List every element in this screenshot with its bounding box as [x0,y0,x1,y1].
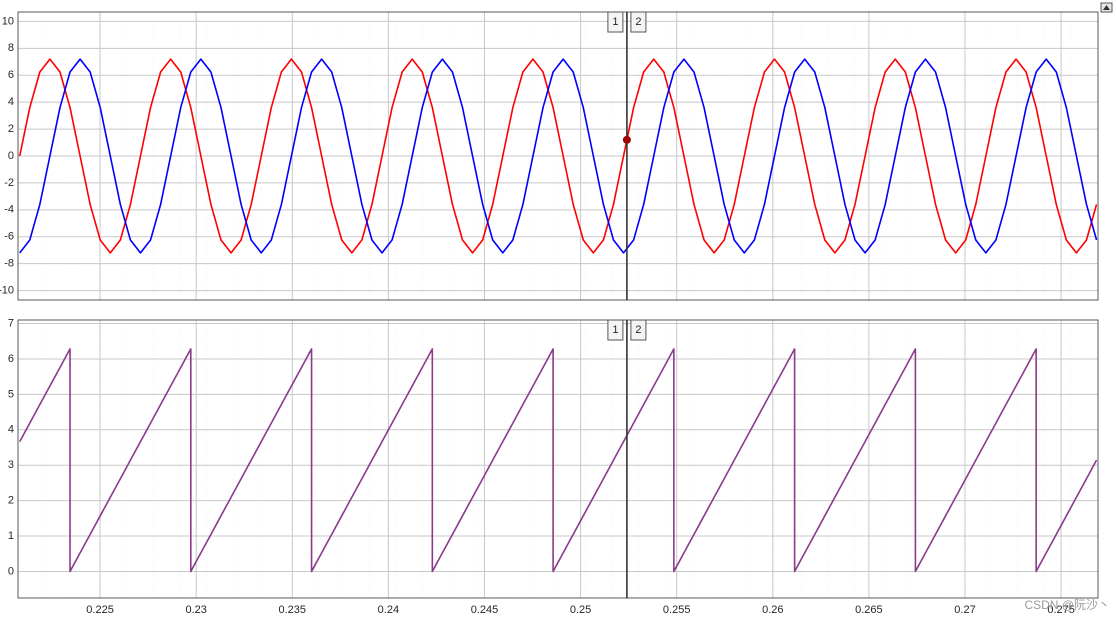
x-tick-label: 0.27 [954,604,975,616]
x-tick-label: 0.235 [279,604,307,616]
y-tick-label: 5 [8,388,14,400]
x-tick-label: 0.25 [570,604,591,616]
y-tick-label: -2 [4,177,14,189]
x-tick-label: 0.245 [471,604,499,616]
cursor-label: 1 [612,324,618,336]
y-tick-label: 4 [8,424,14,436]
cursor-tag [630,319,647,341]
y-tick-label: 3 [8,459,14,471]
x-tick-label: 0.26 [762,604,783,616]
cursor-label: 2 [635,324,641,336]
x-tick-label: 0.225 [86,604,114,616]
cursor-tag [607,11,624,33]
y-tick-label: 4 [8,96,14,108]
x-tick-label: 0.23 [185,604,206,616]
cursor-tag [607,319,624,341]
series-line [19,58,1098,254]
x-tick-label: 0.255 [663,604,691,616]
cursor-marker [622,135,631,144]
y-tick-label: 2 [8,123,14,135]
series-line [19,348,1098,573]
plot-border [17,319,1099,599]
x-tick-label: 0.265 [855,604,883,616]
y-tick-label: 10 [2,15,14,27]
y-tick-label: 6 [8,69,14,81]
y-tick-label: -10 [0,284,14,296]
y-tick-label: -6 [4,231,14,243]
series-line [18,58,1098,254]
cursor-label: 2 [635,16,641,28]
y-tick-label: 2 [8,495,14,507]
y-tick-label: 0 [8,150,14,162]
y-tick-label: -4 [4,204,14,216]
cursor-tag [630,11,647,33]
x-tick-label: 0.24 [378,604,399,616]
y-tick-label: 8 [8,42,14,54]
watermark: CSDN @阮沙丶 [1024,598,1110,612]
y-tick-label: 6 [8,353,14,365]
cursor-label: 1 [612,16,618,28]
y-tick-label: 0 [8,565,14,577]
plot-border [17,11,1099,301]
y-tick-label: 1 [8,530,14,542]
y-tick-label: 7 [8,317,14,329]
x-tick-label: 0.275 [1047,604,1075,616]
autoscale-icon[interactable] [1100,2,1113,13]
minor-grid [44,320,1072,598]
y-tick-label: -8 [4,258,14,270]
